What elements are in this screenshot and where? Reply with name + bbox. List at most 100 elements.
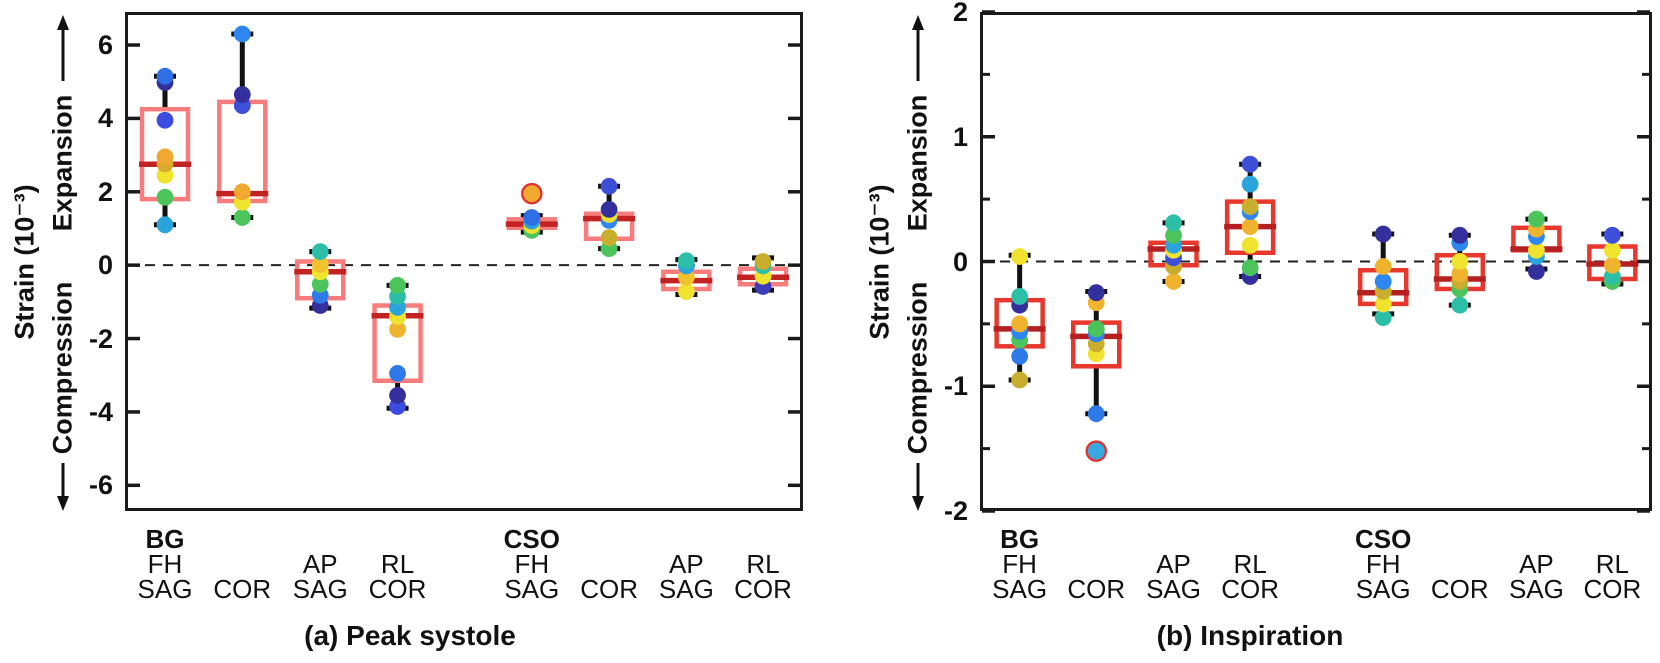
data-point	[156, 148, 174, 166]
outlier-ring	[521, 182, 543, 205]
x-sub-label: RL	[1233, 549, 1267, 579]
y-tick-label: 4	[97, 103, 113, 134]
panel-caption-a: (a) Peak systole	[304, 620, 516, 651]
data-point	[389, 276, 406, 294]
box-group	[1586, 226, 1639, 290]
y-tick-label: 0	[952, 246, 968, 277]
data-point	[1165, 273, 1182, 290]
x-category-label: AP SAG	[1471, 527, 1601, 602]
x-sub-label: FH	[147, 549, 183, 579]
data-point	[1374, 258, 1392, 275]
data-point	[1603, 241, 1621, 259]
data-point	[1165, 226, 1182, 244]
x-sub-label: AP	[1156, 549, 1191, 579]
box-group	[1510, 210, 1563, 280]
compression-arrow-down-icon	[57, 463, 69, 511]
x-category-label: COR	[1395, 527, 1525, 602]
data-point	[1528, 263, 1545, 280]
x-sub-label: RL	[380, 549, 415, 579]
x-sub-label: SAG	[992, 574, 1048, 604]
box-group	[216, 25, 269, 226]
y-tick-label: -1	[943, 371, 968, 402]
y-tick-label: 2	[97, 176, 113, 207]
data-point	[1603, 256, 1621, 274]
x-group-label: CSO	[1355, 524, 1412, 554]
data-point	[1241, 198, 1259, 216]
y-tick-label: -2	[88, 323, 113, 354]
data-point	[1241, 218, 1259, 235]
data-point	[677, 283, 695, 300]
data-point	[1087, 442, 1105, 460]
x-group-label: BG	[1000, 524, 1040, 554]
data-point	[233, 183, 251, 201]
data-point	[156, 188, 174, 206]
box-group	[371, 276, 424, 415]
x-sub-label: COR	[1221, 574, 1280, 604]
box-group	[583, 177, 636, 258]
x-sub-label: AP	[302, 549, 338, 579]
data-point	[1165, 214, 1182, 232]
data-point	[600, 177, 618, 195]
x-category-label: RL COR	[698, 527, 828, 602]
outlier-ring	[1085, 440, 1108, 462]
x-sub-label: COR	[734, 574, 792, 604]
x-sub-label: AP	[669, 549, 704, 579]
data-point	[1374, 225, 1392, 243]
y-tick-label: 1	[952, 121, 968, 152]
y-axis-label-expansion: Expansion	[902, 94, 933, 232]
data-point	[389, 387, 406, 404]
data-point	[1374, 295, 1392, 313]
y-tick-label: 6	[97, 30, 113, 61]
x-sub-label: RL	[1595, 549, 1629, 579]
data-point	[1011, 347, 1029, 365]
x-sub-label: SAG	[504, 574, 560, 604]
box-group	[736, 253, 789, 295]
data-point	[233, 86, 251, 103]
x-sub-label: SAG	[137, 574, 193, 604]
data-point	[1011, 288, 1029, 305]
x-sub-label: FH	[514, 549, 550, 579]
x-sub-label: COR	[368, 574, 427, 604]
x-category-label: COR	[177, 527, 307, 602]
x-category-label: COR	[1031, 527, 1161, 602]
data-point	[1241, 236, 1259, 254]
data-point	[1241, 175, 1259, 193]
x-sub-label: COR	[580, 574, 638, 604]
data-point	[1374, 273, 1392, 290]
panel-caption-b: (b) Inspiration	[1156, 620, 1344, 651]
data-point	[1011, 371, 1029, 389]
data-point	[1451, 253, 1469, 270]
data-point	[156, 67, 174, 85]
data-point	[754, 253, 772, 270]
x-sub-label: SAG	[1508, 574, 1564, 604]
data-point	[523, 209, 541, 226]
x-sub-label: COR	[213, 574, 272, 604]
data-point	[311, 275, 329, 293]
data-point	[156, 216, 174, 234]
data-point	[1528, 210, 1545, 228]
y-axis-label-compression: Compression	[902, 281, 933, 455]
y-tick-label: -2	[943, 496, 968, 526]
axes-border	[125, 12, 803, 511]
x-sub-label: RL	[746, 549, 780, 579]
x-sub-label: COR	[1583, 574, 1642, 604]
x-category-label: CSO FH SAG	[467, 526, 597, 604]
y-tick-label: -6	[88, 470, 113, 501]
x-category-label: COR	[544, 527, 674, 602]
x-category-label: BG FH SAG	[955, 524, 1085, 604]
box-group	[660, 252, 713, 300]
x-group-label: BG	[145, 524, 185, 554]
expansion-arrow-up-icon	[912, 15, 924, 81]
x-sub-label: FH	[1365, 549, 1401, 579]
axes-border	[980, 12, 1652, 511]
x-sub-label: FH	[1002, 549, 1037, 579]
data-point	[1603, 226, 1621, 244]
data-point	[1241, 259, 1259, 277]
x-category-label: BG FH SAG	[100, 524, 230, 604]
box-group	[294, 243, 347, 314]
x-category-label: AP SAG	[1109, 527, 1239, 602]
box-group	[1224, 155, 1277, 285]
data-point	[1087, 320, 1105, 338]
box-group	[139, 67, 192, 234]
x-category-label: CSO FH SAG	[1318, 524, 1448, 602]
